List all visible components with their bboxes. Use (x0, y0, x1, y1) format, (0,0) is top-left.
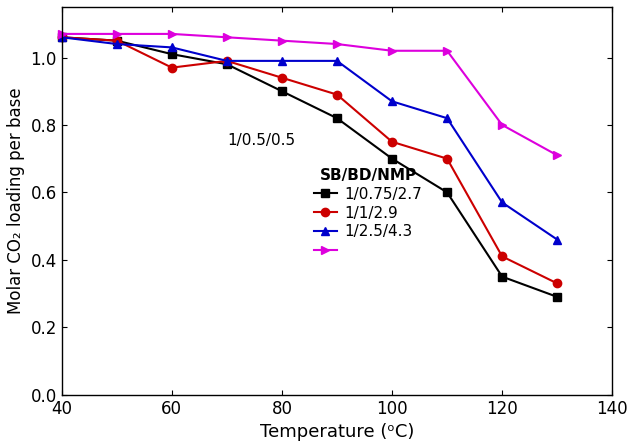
Line: 1/1/2.9: 1/1/2.9 (58, 33, 561, 288)
1/2.5/4.3 (223, 58, 231, 64)
1/1/2.9 (333, 92, 341, 97)
1/2.5/4.3 (388, 99, 396, 104)
1/1/2.9 (443, 156, 451, 161)
1/2.5/4.3 (168, 45, 176, 50)
Line: 1/0.75/2.7: 1/0.75/2.7 (58, 33, 561, 301)
1/1/2.9 (388, 139, 396, 145)
1/0.75/2.7 (58, 34, 65, 40)
1/0.75/2.7 (333, 116, 341, 121)
1/1/2.9 (113, 38, 121, 43)
1/1/2.9 (498, 254, 506, 259)
1/2.5/4.3 (443, 116, 451, 121)
1/2.5/4.3 (333, 58, 341, 64)
1/1/2.9 (553, 281, 561, 286)
1/2.5/4.3 (113, 41, 121, 47)
X-axis label: Temperature (ᵒC): Temperature (ᵒC) (260, 423, 414, 441)
1/0.75/2.7 (443, 190, 451, 195)
Legend: 1/0.75/2.7, 1/1/2.9, 1/2.5/4.3, : 1/0.75/2.7, 1/1/2.9, 1/2.5/4.3, (308, 162, 429, 264)
1/2.5/4.3 (553, 237, 561, 242)
1/1/2.9 (168, 65, 176, 70)
Y-axis label: Molar CO₂ loading per base: Molar CO₂ loading per base (7, 87, 25, 314)
Text: 1/0.5/0.5: 1/0.5/0.5 (227, 133, 295, 147)
1/0.75/2.7 (168, 52, 176, 57)
1/0.75/2.7 (278, 89, 286, 94)
1/0.75/2.7 (553, 294, 561, 300)
1/1/2.9 (223, 58, 231, 64)
1/2.5/4.3 (498, 200, 506, 205)
1/0.75/2.7 (113, 38, 121, 43)
1/0.75/2.7 (498, 274, 506, 280)
1/0.75/2.7 (223, 61, 231, 67)
Line: 1/2.5/4.3: 1/2.5/4.3 (58, 33, 561, 244)
1/1/2.9 (58, 34, 65, 40)
1/2.5/4.3 (278, 58, 286, 64)
1/1/2.9 (278, 75, 286, 81)
1/0.75/2.7 (388, 156, 396, 161)
1/2.5/4.3 (58, 34, 65, 40)
